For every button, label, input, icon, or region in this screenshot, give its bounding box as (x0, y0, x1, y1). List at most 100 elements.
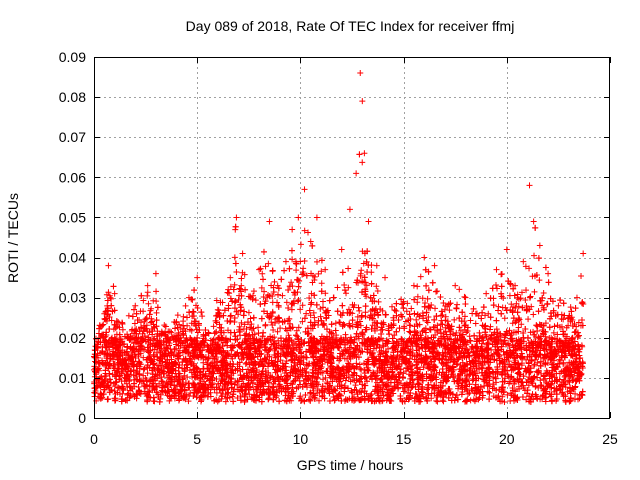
data-point (465, 390, 472, 397)
data-point (342, 377, 349, 384)
data-point (342, 331, 349, 338)
data-point (183, 336, 190, 343)
data-point (144, 289, 151, 296)
data-point (518, 289, 525, 296)
data-point (283, 299, 290, 306)
data-point (554, 331, 561, 338)
data-point (259, 270, 266, 277)
data-points (91, 70, 587, 405)
data-point (252, 297, 259, 304)
data-point (210, 323, 217, 330)
data-point (416, 321, 423, 328)
data-point (393, 300, 400, 307)
data-point (262, 263, 269, 270)
data-point (161, 322, 168, 329)
data-point (501, 337, 508, 344)
data-point (262, 321, 269, 328)
data-point (265, 260, 272, 267)
data-point (174, 312, 181, 319)
data-point (461, 293, 468, 300)
data-point (297, 258, 304, 265)
data-point (476, 329, 483, 336)
data-point (357, 322, 364, 329)
data-point (255, 324, 262, 331)
data-point (269, 310, 276, 317)
data-point (501, 315, 508, 322)
data-point (406, 311, 413, 318)
data-point (241, 271, 248, 278)
data-point (140, 354, 147, 361)
data-point (407, 322, 414, 329)
data-point (352, 382, 359, 389)
data-point (238, 275, 245, 282)
data-point (433, 397, 440, 404)
data-point (363, 282, 370, 289)
data-point (127, 384, 134, 391)
data-point (487, 323, 494, 330)
data-point (523, 287, 530, 294)
data-point (531, 288, 538, 295)
data-point (518, 360, 525, 367)
data-point (526, 265, 533, 272)
data-point (419, 295, 426, 302)
data-point (277, 325, 284, 332)
data-point (353, 360, 360, 367)
data-point (193, 326, 200, 333)
data-point (301, 227, 308, 234)
data-point (145, 300, 152, 307)
data-point (153, 309, 160, 316)
data-point (150, 351, 157, 358)
data-point (522, 263, 529, 270)
data-point (511, 354, 518, 361)
data-point (279, 292, 286, 299)
data-point (408, 305, 415, 312)
data-point (391, 332, 398, 339)
data-point (211, 386, 218, 393)
data-point (563, 324, 570, 331)
data-point (258, 284, 265, 291)
data-point (318, 268, 325, 275)
data-point (116, 366, 123, 373)
data-point (523, 356, 530, 363)
data-point (479, 340, 486, 347)
data-point (182, 302, 189, 309)
data-point (227, 313, 234, 320)
data-point (125, 312, 132, 319)
data-point (329, 353, 336, 360)
data-point (233, 269, 240, 276)
data-point (374, 288, 381, 295)
data-point (175, 356, 182, 363)
data-point (403, 308, 410, 315)
data-point (357, 365, 364, 372)
data-point (536, 277, 543, 284)
data-point (531, 362, 538, 369)
data-point (413, 316, 420, 323)
data-point (185, 398, 192, 405)
data-point (351, 377, 358, 384)
data-point (373, 283, 380, 290)
data-point (531, 373, 538, 380)
data-point (578, 342, 585, 349)
data-point (334, 284, 341, 291)
data-point (540, 289, 547, 296)
data-point (140, 297, 147, 304)
data-point (414, 293, 421, 300)
data-point (456, 286, 463, 293)
data-point (213, 297, 220, 304)
data-point (337, 319, 344, 326)
data-point (107, 294, 114, 301)
data-point (247, 315, 254, 322)
data-point (238, 282, 245, 289)
data-point (288, 279, 295, 286)
data-point (425, 314, 432, 321)
data-point (578, 273, 585, 280)
data-point (141, 346, 148, 353)
data-point (524, 334, 531, 341)
data-point (494, 364, 501, 371)
data-point (293, 267, 300, 274)
data-point (542, 264, 549, 271)
data-point (303, 368, 310, 375)
data-point (359, 159, 366, 166)
data-point (518, 321, 525, 328)
